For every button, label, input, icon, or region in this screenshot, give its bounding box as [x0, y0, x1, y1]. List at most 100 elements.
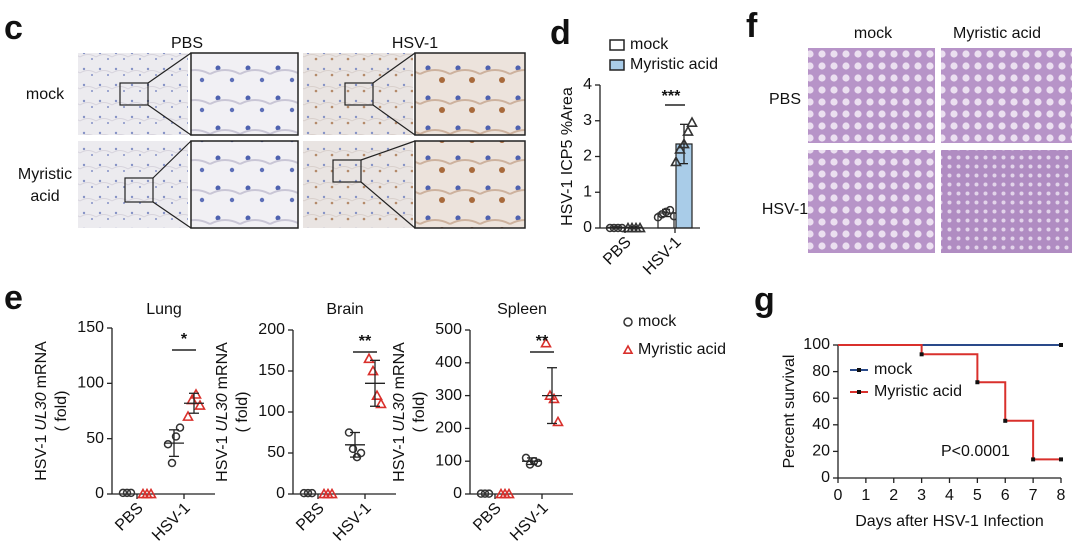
y-axis-title: HSV-1 ICP5 %Area: [559, 87, 576, 226]
data-point: [367, 364, 379, 376]
x-tick-label: 0: [834, 487, 843, 504]
data-point: [175, 423, 185, 432]
data-point: [533, 458, 543, 468]
y-tick-label: 0: [95, 485, 104, 502]
data-point: [118, 488, 128, 498]
data-point: [126, 488, 136, 498]
y-tick-label: 60: [812, 389, 830, 406]
y-axis-unit: ( fold): [234, 392, 251, 433]
legend-label: mock: [638, 313, 677, 330]
x-tick-label: PBS: [112, 500, 147, 535]
data-point: [356, 448, 366, 458]
x-tick-label: HSV-1: [640, 234, 685, 279]
x-tick-label: 6: [1001, 487, 1010, 504]
x-tick-label: 7: [1029, 487, 1038, 504]
x-tick-label: 8: [1057, 487, 1066, 504]
y-tick-label: 500: [435, 321, 462, 338]
data-point: [503, 487, 515, 499]
censor-point: [919, 352, 924, 357]
censor-point: [975, 380, 980, 385]
y-axis-title: HSV-1 UL30 mRNA: [214, 342, 231, 482]
data-point: [484, 489, 494, 498]
y-tick-label: 100: [435, 452, 462, 469]
data-point: [190, 388, 202, 399]
y-tick-label: 3: [583, 112, 592, 129]
data-point: [167, 458, 177, 468]
censor-point: [1003, 418, 1008, 423]
x-tick-label: PBS: [600, 234, 635, 269]
legend-label: Myristic acid: [874, 383, 962, 400]
y-tick-label: 100: [77, 375, 104, 392]
y-tick-label: 200: [435, 420, 462, 437]
data-point: [540, 336, 552, 348]
y-tick-label: 20: [812, 443, 830, 460]
legend-marker: [857, 368, 861, 372]
data-point: [363, 352, 375, 364]
y-tick-label: 50: [267, 444, 285, 461]
x-tick-label: 4: [945, 487, 954, 504]
data-point: [163, 439, 173, 449]
data-point: [122, 488, 132, 498]
y-tick-label: 100: [258, 403, 285, 420]
significance: ***: [662, 88, 681, 105]
row-label: HSV-1: [762, 201, 808, 218]
y-tick-label: 50: [86, 430, 104, 447]
y-tick-label: 100: [803, 336, 830, 353]
chart-title: Brain: [326, 301, 363, 318]
data-point: [303, 488, 313, 498]
legend-label: mock: [630, 36, 669, 53]
data-point: [674, 143, 686, 154]
data-point: [670, 155, 682, 167]
micrographs-f: [808, 48, 1072, 253]
y-axis-title-part: HSV-1: [391, 435, 408, 481]
significance: **: [536, 333, 549, 350]
y-tick-label: 200: [258, 321, 285, 338]
censor-point: [1031, 457, 1036, 462]
column-label: mock: [854, 25, 893, 42]
data-point: [182, 410, 194, 421]
significance: **: [359, 333, 372, 350]
y-tick-label: 150: [77, 319, 104, 336]
data-point: [194, 399, 206, 410]
significance: *: [181, 331, 188, 348]
data-point: [371, 389, 383, 400]
data-point: [682, 125, 694, 136]
column-label: PBS: [171, 35, 203, 52]
y-axis-title-part: mRNA: [214, 342, 231, 389]
y-axis-title-part: mRNA: [391, 342, 408, 389]
panel-letter: f: [746, 7, 758, 45]
data-point: [552, 415, 564, 427]
legend-swatch: [609, 39, 625, 51]
y-tick-label: 1: [583, 183, 592, 200]
data-point: [623, 317, 633, 327]
x-tick-label: PBS: [470, 500, 505, 535]
survival-line: [838, 344, 1061, 461]
y-axis-title-gene: UL30: [33, 392, 50, 430]
y-axis-title: HSV-1 UL30 mRNA: [391, 342, 408, 482]
micrographs-c: [78, 52, 526, 229]
legend-marker: [857, 390, 861, 394]
y-axis-title-part: HSV-1: [214, 435, 231, 481]
x-tick-label: HSV-1: [507, 500, 552, 545]
column-label: HSV-1: [392, 35, 438, 52]
y-axis-unit: ( fold): [411, 392, 428, 433]
panel-letter: g: [754, 281, 775, 319]
row-label: mock: [26, 86, 65, 103]
panel-letter: c: [4, 9, 23, 47]
y-tick-label: 2: [583, 148, 592, 165]
x-tick-label: 2: [889, 487, 898, 504]
data-point: [375, 397, 387, 409]
panel-letter: e: [4, 279, 23, 317]
data-point: [480, 489, 490, 498]
data-point: [665, 205, 675, 215]
y-axis-title: Percent survival: [781, 355, 798, 469]
row-label: PBS: [769, 91, 801, 108]
annotation: P<0.0001: [941, 443, 1010, 460]
x-tick-label: HSV-1: [149, 500, 194, 545]
legend-label: Myristic acid: [638, 341, 726, 358]
y-tick-label: 0: [276, 485, 285, 502]
y-tick-label: 400: [435, 354, 462, 371]
y-tick-label: 150: [258, 362, 285, 379]
